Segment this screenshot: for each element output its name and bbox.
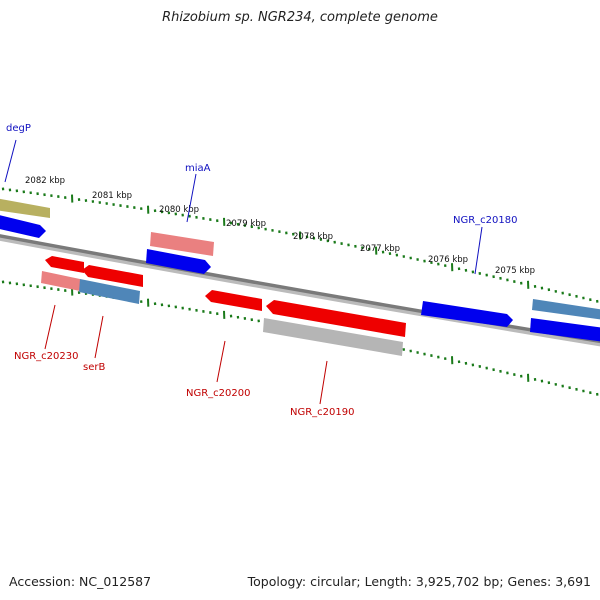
leader-miaA [186,173,197,223]
leader-NGR_c20200 [216,340,226,383]
backbone [0,234,600,344]
map-title: Rhizobium sp. NGR234, complete genome [162,10,438,25]
label-NGR_c20200[interactable]: NGR_c20200 [186,388,251,399]
gene-NGR_c20190[interactable] [266,300,406,337]
gene-blue-right[interactable] [530,318,600,342]
leader-NGR_c20230 [44,304,56,350]
gene-NGR_c20200[interactable] [205,290,262,311]
gene-miaA[interactable] [146,249,211,274]
label-NGR_c20230[interactable]: NGR_c20230 [14,351,79,362]
upper-tick-track [1,187,599,303]
leader-NGR_c20180 [474,226,483,275]
gene-olive-upper[interactable] [0,198,50,218]
gene-NGR_c20180[interactable] [421,301,513,327]
gene-red-small[interactable] [45,256,84,273]
backbone-shadow [0,234,600,347]
topology-stats-text: Topology: circular; Length: 3,925,702 bp… [247,574,591,589]
accession-text: Accession: NC_012587 [9,574,152,589]
kbp-label: 2080 kbp [159,205,199,215]
kbp-label: 2076 kbp [428,255,468,265]
label-miaA[interactable]: miaA [185,163,211,174]
kbp-label: 2075 kbp [495,266,535,276]
gene-NGR_c20230[interactable] [41,271,80,291]
kbp-label: 2082 kbp [25,176,65,186]
label-degP[interactable]: degP [6,123,31,134]
label-serB[interactable]: serB [83,362,105,373]
kbp-label: 2077 kbp [360,244,400,254]
gene-steel-upper[interactable] [532,299,600,320]
label-NGR_c20180[interactable]: NGR_c20180 [453,215,518,226]
kbp-label: 2079 kbp [226,219,266,229]
lower-tick-track [1,280,599,396]
kbp-label: 2081 kbp [92,191,132,201]
gene-miaA-pseudo[interactable] [150,232,214,256]
label-NGR_c20190[interactable]: NGR_c20190 [290,407,355,418]
kbp-label: 2078 kbp [293,232,333,242]
gene-grey-lower[interactable] [263,318,403,356]
gene-red-small-2[interactable] [82,265,143,287]
gene-serB[interactable] [79,279,140,304]
leader-degP [4,139,17,183]
leader-serB [94,315,104,359]
leader-NGR_c20190 [319,360,328,405]
gene-degP[interactable] [0,214,46,238]
